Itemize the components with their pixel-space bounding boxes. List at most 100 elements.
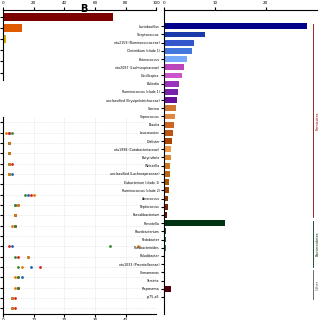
Point (7, 140, 12, 146)
Bar (164, 114, 174, 119)
Bar (164, 23, 307, 29)
Bar (164, 228, 166, 234)
Bar (164, 261, 165, 267)
Point (13, 213, 18, 218)
Point (7, 151, 12, 156)
Point (135, 244, 140, 249)
Bar (164, 286, 172, 292)
Bar (164, 89, 178, 95)
Point (4, 130, 9, 135)
Bar (164, 138, 172, 144)
Bar (164, 155, 171, 160)
Point (16, 275, 21, 280)
Bar (164, 32, 204, 37)
Bar (164, 105, 176, 111)
Point (13, 213, 18, 218)
Point (13, 296, 18, 301)
Point (7, 172, 12, 177)
Point (13, 223, 18, 228)
Text: Bacteroidetes: Bacteroidetes (315, 231, 319, 256)
Bar (164, 212, 167, 218)
Point (13, 306, 18, 311)
Point (25, 254, 30, 259)
Bar (164, 147, 172, 152)
Bar (164, 196, 168, 201)
Bar (164, 188, 169, 193)
Bar (164, 40, 195, 45)
Point (22, 192, 27, 197)
Bar (164, 204, 168, 210)
Point (7, 151, 12, 156)
Point (10, 130, 15, 135)
Bar (164, 56, 187, 62)
Point (13, 213, 18, 218)
Point (10, 296, 15, 301)
Point (16, 285, 21, 290)
Bar (3, 24, 21, 32)
Bar (3, 58, 4, 65)
Point (7, 172, 12, 177)
Point (13, 203, 18, 208)
Point (16, 254, 21, 259)
Text: B: B (80, 4, 87, 13)
Bar (3, 46, 4, 54)
Bar (3, 35, 6, 43)
Bar (164, 97, 177, 103)
Bar (164, 179, 169, 185)
Point (13, 223, 18, 228)
Point (16, 265, 21, 270)
Point (16, 203, 21, 208)
Point (7, 151, 12, 156)
Bar (164, 73, 182, 78)
Point (10, 161, 15, 166)
Point (16, 285, 21, 290)
Point (7, 130, 12, 135)
Point (16, 275, 21, 280)
Point (10, 172, 15, 177)
Point (7, 161, 12, 166)
Point (13, 223, 18, 228)
Point (37, 265, 43, 270)
Point (13, 254, 18, 259)
Text: Firmicutes: Firmicutes (315, 111, 319, 130)
Point (7, 130, 12, 135)
Point (7, 244, 12, 249)
Point (25, 254, 30, 259)
Text: Other: Other (315, 280, 319, 290)
Point (7, 161, 12, 166)
Point (7, 140, 12, 146)
Point (16, 203, 21, 208)
Bar (164, 236, 166, 242)
Point (7, 172, 12, 177)
Point (19, 265, 24, 270)
Point (108, 244, 113, 249)
Point (28, 192, 33, 197)
Bar (164, 81, 179, 87)
Bar (164, 278, 165, 284)
Point (13, 275, 18, 280)
Bar (3, 69, 4, 76)
Point (7, 161, 12, 166)
Point (13, 203, 18, 208)
Point (16, 285, 21, 290)
Point (7, 151, 12, 156)
Point (10, 306, 15, 311)
Point (28, 265, 33, 270)
Point (7, 140, 12, 146)
Bar (164, 269, 165, 275)
Bar (164, 220, 225, 226)
Point (10, 296, 15, 301)
Bar (164, 48, 192, 54)
Bar (164, 171, 170, 177)
Point (10, 306, 15, 311)
Point (25, 192, 30, 197)
Point (10, 223, 15, 228)
Point (31, 192, 36, 197)
Bar (164, 64, 184, 70)
Point (13, 285, 18, 290)
Bar (3, 13, 113, 20)
Bar (164, 253, 165, 259)
Bar (164, 122, 174, 128)
Point (19, 275, 24, 280)
Point (10, 244, 15, 249)
